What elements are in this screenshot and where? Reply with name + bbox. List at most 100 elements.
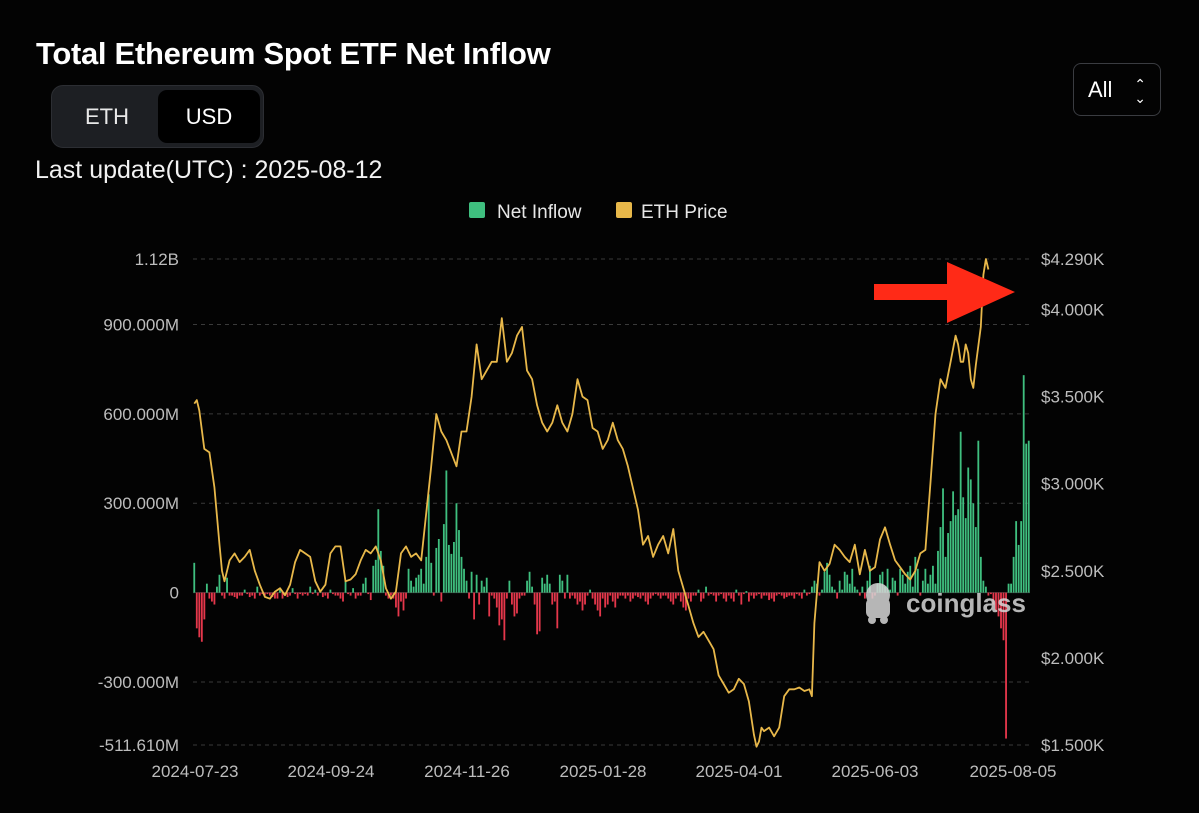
net-inflow-bar[interactable]: [541, 577, 544, 593]
net-inflow-bar[interactable]: [758, 592, 760, 595]
net-inflow-bar[interactable]: [682, 592, 685, 608]
net-inflow-bar[interactable]: [548, 583, 551, 593]
net-inflow-bar[interactable]: [846, 574, 849, 593]
net-inflow-bar[interactable]: [440, 592, 443, 602]
net-inflow-bar[interactable]: [422, 583, 425, 593]
net-inflow-bar[interactable]: [367, 592, 370, 595]
net-inflow-bar[interactable]: [304, 592, 307, 595]
net-inflow-bar[interactable]: [337, 592, 339, 596]
net-inflow-bar[interactable]: [473, 592, 476, 620]
net-inflow-bar[interactable]: [891, 577, 894, 593]
net-inflow-bar[interactable]: [778, 592, 781, 595]
net-inflow-bar[interactable]: [634, 592, 637, 596]
net-inflow-bar[interactable]: [427, 494, 430, 593]
net-inflow-bar[interactable]: [521, 592, 523, 596]
net-inflow-bar[interactable]: [805, 592, 808, 596]
net-inflow-bar[interactable]: [853, 586, 856, 593]
net-inflow-bar[interactable]: [1002, 592, 1005, 641]
net-inflow-bar[interactable]: [354, 592, 357, 599]
net-inflow-bar[interactable]: [763, 592, 765, 596]
net-inflow-bar[interactable]: [253, 592, 256, 599]
net-inflow-bar[interactable]: [619, 592, 622, 596]
net-inflow-bar[interactable]: [1027, 440, 1030, 593]
net-inflow-bar[interactable]: [770, 592, 773, 599]
net-inflow-bar[interactable]: [654, 592, 657, 595]
net-inflow-bar[interactable]: [533, 592, 536, 605]
net-inflow-bar[interactable]: [712, 592, 715, 596]
net-inflow-bar[interactable]: [851, 568, 854, 593]
net-inflow-bar[interactable]: [458, 530, 460, 593]
net-inflow-bar[interactable]: [546, 574, 549, 593]
net-inflow-bar[interactable]: [836, 592, 839, 599]
net-inflow-bar[interactable]: [649, 592, 652, 599]
net-inflow-bar[interactable]: [485, 577, 488, 593]
net-inflow-bar[interactable]: [952, 491, 955, 593]
net-inflow-bar[interactable]: [407, 568, 410, 593]
net-inflow-bar[interactable]: [1007, 583, 1010, 593]
net-inflow-bar[interactable]: [995, 592, 997, 611]
net-inflow-bar[interactable]: [609, 592, 612, 596]
net-inflow-bar[interactable]: [659, 592, 662, 599]
net-inflow-bar[interactable]: [821, 589, 823, 593]
net-inflow-bar[interactable]: [216, 586, 218, 593]
net-inflow-bar[interactable]: [783, 592, 786, 599]
net-inflow-bar[interactable]: [735, 589, 738, 593]
net-inflow-bar[interactable]: [450, 553, 453, 593]
net-inflow-bar[interactable]: [697, 589, 700, 593]
net-inflow-bar[interactable]: [687, 592, 690, 599]
net-inflow-bar[interactable]: [468, 592, 470, 599]
net-inflow-bar[interactable]: [838, 580, 841, 593]
net-inflow-bar[interactable]: [722, 592, 725, 599]
net-inflow-bar[interactable]: [672, 592, 675, 605]
net-inflow-bar[interactable]: [906, 571, 909, 593]
net-inflow-bar[interactable]: [621, 592, 624, 596]
net-inflow-bar[interactable]: [899, 568, 902, 593]
net-inflow-bar[interactable]: [657, 592, 660, 596]
net-inflow-bar[interactable]: [808, 592, 811, 595]
net-inflow-bar[interactable]: [626, 592, 629, 596]
net-inflow-bar[interactable]: [695, 592, 697, 596]
net-inflow-bar[interactable]: [889, 589, 891, 593]
net-inflow-bar[interactable]: [667, 592, 670, 599]
net-inflow-bar[interactable]: [238, 592, 241, 596]
net-inflow-bar[interactable]: [690, 592, 692, 602]
net-inflow-bar[interactable]: [934, 583, 937, 593]
net-inflow-bar[interactable]: [866, 580, 869, 593]
net-inflow-bar[interactable]: [737, 592, 740, 596]
net-inflow-bar[interactable]: [397, 592, 400, 617]
net-inflow-bar[interactable]: [818, 592, 821, 596]
net-inflow-bar[interactable]: [647, 592, 649, 605]
net-inflow-bar[interactable]: [558, 574, 561, 593]
net-inflow-bar[interactable]: [972, 503, 975, 593]
net-inflow-bar[interactable]: [785, 592, 788, 598]
net-inflow-bar[interactable]: [299, 592, 302, 595]
net-inflow-bar[interactable]: [326, 592, 329, 599]
net-inflow-bar[interactable]: [710, 592, 712, 595]
net-inflow-bar[interactable]: [929, 574, 932, 593]
net-inflow-bar[interactable]: [997, 592, 1000, 617]
net-inflow-bar[interactable]: [332, 592, 334, 595]
net-inflow-bar[interactable]: [435, 547, 438, 593]
net-inflow-bar[interactable]: [347, 592, 349, 595]
net-inflow-bar[interactable]: [226, 577, 228, 593]
net-inflow-bar[interactable]: [357, 592, 360, 596]
net-inflow-bar[interactable]: [498, 592, 501, 626]
toggle-eth-button[interactable]: ETH: [85, 104, 129, 129]
net-inflow-bar[interactable]: [516, 592, 518, 614]
net-inflow-bar[interactable]: [526, 580, 528, 593]
net-inflow-bar[interactable]: [831, 586, 834, 593]
net-inflow-bar[interactable]: [574, 592, 576, 599]
net-inflow-bar[interactable]: [828, 574, 831, 593]
net-inflow-bar[interactable]: [750, 592, 753, 596]
net-inflow-bar[interactable]: [957, 509, 960, 593]
net-inflow-bar[interactable]: [644, 592, 647, 602]
net-inflow-bar[interactable]: [604, 592, 607, 608]
legend-price-label[interactable]: ETH Price: [641, 202, 728, 223]
net-inflow-bar[interactable]: [488, 592, 491, 617]
net-inflow-bar[interactable]: [321, 592, 324, 598]
net-inflow-bar[interactable]: [248, 592, 251, 598]
legend-price-swatch[interactable]: [616, 202, 632, 218]
net-inflow-bar[interactable]: [629, 592, 632, 602]
net-inflow-bar[interactable]: [949, 521, 952, 593]
net-inflow-bar[interactable]: [266, 592, 269, 595]
